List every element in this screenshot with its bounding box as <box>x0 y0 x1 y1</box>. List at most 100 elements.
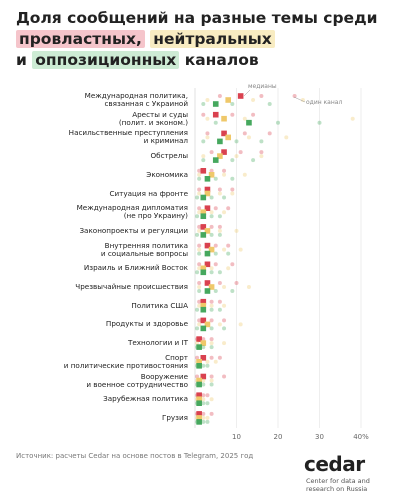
median-marker <box>196 392 202 398</box>
channel-dot <box>217 232 222 237</box>
channel-dot <box>213 243 218 248</box>
category-label: Ситуация на фронте <box>109 188 188 198</box>
x-tick-label: 30 <box>315 433 324 441</box>
channel-dot <box>209 345 214 350</box>
channel-dot <box>201 382 206 387</box>
channel-dot <box>197 176 202 181</box>
channel-dot <box>217 299 222 304</box>
channel-dot <box>201 158 206 163</box>
median-marker <box>200 373 207 380</box>
category-label: Зарубежная политика <box>103 394 188 404</box>
channel-dot <box>209 232 214 237</box>
channel-dot <box>209 411 214 416</box>
median-marker <box>196 411 202 417</box>
channel-dot <box>201 411 206 416</box>
category-label: Политика США <box>131 300 188 310</box>
channel-dot <box>209 307 214 312</box>
channel-dot <box>195 270 200 275</box>
median-marker <box>237 93 244 99</box>
median-marker <box>196 415 202 421</box>
category-label: Аресты и суды (полит. и эконом.) <box>118 109 188 127</box>
category-label: Внутренняя политика и социальные вопросы <box>100 240 188 258</box>
channel-dot <box>267 102 272 106</box>
channel-dot <box>197 224 202 229</box>
channel-dot <box>222 374 227 379</box>
median-marker <box>204 242 211 249</box>
channel-dot <box>197 168 202 173</box>
channel-dot <box>217 94 222 98</box>
median-marker <box>200 298 207 305</box>
title-text: каналов <box>184 51 259 69</box>
channel-dot <box>230 289 235 293</box>
median-marker <box>196 363 202 369</box>
median-marker <box>200 194 207 201</box>
channel-dot <box>217 281 222 285</box>
channel-dot <box>209 326 214 331</box>
x-tick-label: 10 <box>232 433 241 441</box>
channel-dot <box>197 281 202 285</box>
channel-dot <box>201 345 206 350</box>
channel-dot <box>234 139 239 144</box>
channel-dot <box>259 154 264 159</box>
channel-dot <box>251 158 256 163</box>
title-highlight: провластных, <box>16 30 145 48</box>
channel-dot <box>230 102 235 106</box>
category-label: Вооружение и военное сотрудничество <box>86 371 188 389</box>
median-marker <box>208 172 215 178</box>
x-tick-label: 20 <box>274 433 283 441</box>
channel-dot <box>209 270 214 275</box>
channel-dot <box>259 150 264 155</box>
annotation: медианы <box>248 83 277 90</box>
channel-dot <box>209 150 214 155</box>
channel-dot <box>226 266 231 271</box>
channel-dot <box>267 131 272 136</box>
channel-dot <box>222 303 227 308</box>
channel-dot <box>217 187 222 192</box>
median-marker <box>204 250 211 257</box>
category-label: Насильственные преступления и криминал <box>68 128 188 146</box>
channel-dot <box>234 154 239 159</box>
median-marker <box>196 336 202 342</box>
channel-dot <box>300 98 305 102</box>
median-marker <box>200 232 207 238</box>
channel-dot <box>201 397 206 402</box>
channel-dot <box>201 393 206 398</box>
channel-dot <box>350 116 355 121</box>
channel-dot <box>230 191 235 196</box>
median-marker <box>200 265 207 272</box>
channel-dot <box>226 243 231 248</box>
title-text: и <box>16 51 27 69</box>
channel-dot <box>201 112 206 117</box>
channel-dot <box>230 176 235 181</box>
channel-dot <box>213 120 218 125</box>
median-marker <box>204 228 211 234</box>
median-marker <box>200 325 207 332</box>
channel-dot <box>217 355 222 360</box>
channel-dot <box>201 363 206 368</box>
channel-dot <box>197 303 202 308</box>
channel-dot <box>246 135 251 140</box>
channel-dot <box>230 187 235 192</box>
channel-dot <box>234 281 239 285</box>
channel-dot <box>205 131 210 136</box>
channel-dot <box>209 210 214 215</box>
median-marker <box>204 186 211 193</box>
channel-dot <box>217 322 222 327</box>
channel-dot <box>222 341 227 346</box>
median-marker <box>196 381 202 388</box>
title-highlight: нейтральных <box>150 30 275 48</box>
channel-dot <box>317 120 322 125</box>
channel-dot <box>195 355 200 360</box>
channel-dot <box>213 251 218 256</box>
category-label: Международная политика, связанная с Укра… <box>84 91 188 108</box>
title-highlight: оппозиционных <box>32 51 180 69</box>
channel-dot <box>209 214 214 219</box>
channel-dot <box>195 214 200 219</box>
channel-dot <box>251 112 256 117</box>
channel-dot <box>222 168 227 173</box>
channel-dot <box>292 94 297 98</box>
median-marker <box>225 97 231 103</box>
median-marker <box>196 377 202 384</box>
channel-dot <box>197 266 202 271</box>
